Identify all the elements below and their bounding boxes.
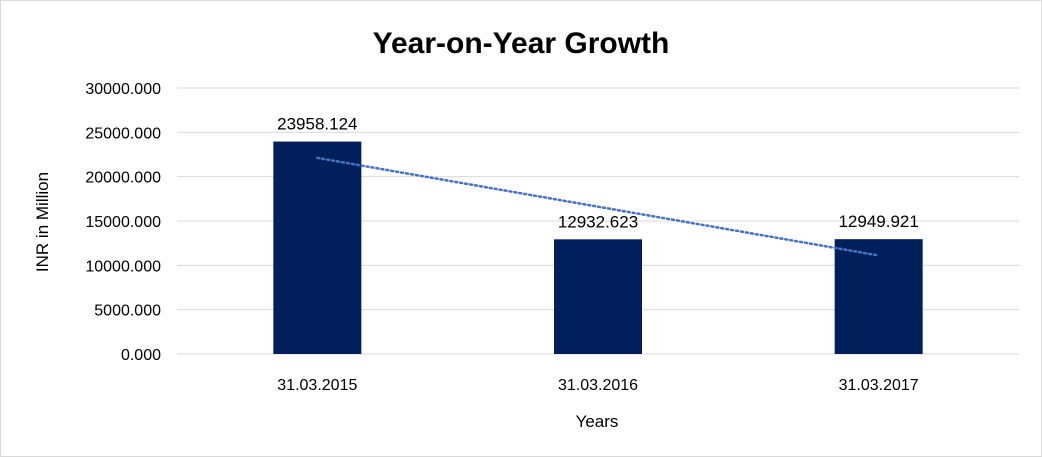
x-tick-label: 31.03.2017: [839, 377, 919, 394]
trendline-layer: [316, 156, 880, 257]
data-label: 23958.124: [277, 115, 357, 134]
y-tick-label: 5000.000: [94, 303, 161, 320]
bar: [554, 239, 642, 354]
trendline: [316, 156, 880, 257]
y-tick-label: 15000.000: [85, 214, 161, 231]
bar: [273, 141, 362, 354]
chart-title: Year-on-Year Growth: [373, 27, 670, 60]
y-tick-label: 0.000: [121, 347, 161, 364]
y-axis-label: INR in Million: [33, 172, 52, 272]
y-axis-ticks: 0.000 5000.000 10000.000 15000.000 20000.000…: [85, 81, 161, 364]
bar: [834, 239, 923, 354]
y-tick-label: 10000.000: [85, 258, 161, 275]
x-axis-label: Years: [576, 412, 619, 431]
y-tick-label: 25000.000: [85, 125, 161, 142]
y-tick-label: 20000.000: [85, 170, 161, 187]
data-labels: 23958.124 12932.623 12949.921: [277, 115, 919, 232]
data-label: 12949.921: [838, 212, 918, 231]
data-label: 12932.623: [558, 212, 638, 231]
y-tick-label: 30000.000: [85, 81, 161, 98]
x-tick-label: 31.03.2015: [277, 377, 357, 394]
bars: [273, 141, 923, 354]
x-tick-label: 31.03.2016: [558, 377, 638, 394]
x-axis-ticks: 31.03.2015 31.03.2016 31.03.2017: [277, 377, 919, 394]
